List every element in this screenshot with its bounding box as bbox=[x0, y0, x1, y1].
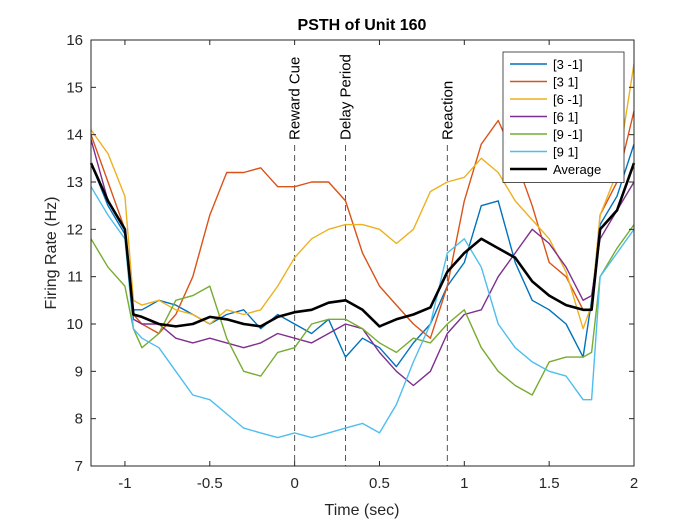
axes-box bbox=[90, 39, 635, 467]
event-label-2: Reaction bbox=[439, 81, 456, 140]
y-tick-label-7: 14 bbox=[66, 127, 83, 144]
series-line-2 bbox=[90, 63, 635, 330]
x-axis-label: Time (sec) bbox=[325, 502, 400, 519]
event-markers: Reward Cue Delay Period Reaction bbox=[287, 54, 456, 466]
legend-label-3: [6 1] bbox=[553, 110, 578, 125]
series-line-0 bbox=[90, 143, 635, 368]
legend-label-5: [9 1] bbox=[553, 145, 578, 160]
legend-label-6: Average bbox=[553, 162, 601, 177]
legend: [3 -1] [3 1] [6 -1] [6 1] [9 -1] [9 1] Average bbox=[502, 51, 625, 183]
x-axis-ticks: -1 -0.5 0 0.5 1 1.5 2 bbox=[118, 40, 638, 492]
axes bbox=[90, 39, 635, 467]
legend-label-4: [9 -1] bbox=[553, 127, 583, 142]
x-tick-label-2: 0 bbox=[290, 475, 298, 492]
y-tick-label-2: 9 bbox=[75, 363, 83, 380]
chart-title: PSTH of Unit 160 bbox=[298, 17, 427, 34]
legend-box bbox=[502, 51, 625, 183]
y-tick-label-8: 15 bbox=[66, 79, 83, 96]
y-tick-label-9: 16 bbox=[66, 32, 83, 49]
y-tick-label-3: 10 bbox=[66, 316, 83, 333]
series-lines bbox=[89, 63, 636, 439]
series-line-1 bbox=[90, 110, 635, 339]
y-tick-label-1: 8 bbox=[75, 411, 83, 428]
y-axis-label: Firing Rate (Hz) bbox=[43, 197, 60, 310]
y-tick-label-6: 13 bbox=[66, 174, 83, 191]
legend-label-1: [3 1] bbox=[553, 75, 578, 90]
series-line-5 bbox=[90, 186, 635, 439]
x-tick-label-6: 2 bbox=[630, 475, 638, 492]
x-tick-label-5: 1.5 bbox=[539, 475, 560, 492]
legend-label-0: [3 -1] bbox=[553, 57, 583, 72]
series-line-6 bbox=[89, 162, 636, 328]
y-tick-label-0: 7 bbox=[75, 458, 83, 475]
x-tick-label-3: 0.5 bbox=[369, 475, 390, 492]
y-axis-ticks: 7 8 9 10 11 12 13 14 15 16 bbox=[66, 32, 634, 475]
y-tick-label-5: 12 bbox=[66, 221, 83, 238]
legend-label-2: [6 -1] bbox=[553, 92, 583, 107]
series-line-4 bbox=[90, 224, 635, 396]
event-label-1: Delay Period bbox=[338, 54, 355, 140]
x-tick-label-1: -0.5 bbox=[197, 475, 223, 492]
x-tick-label-4: 1 bbox=[460, 475, 468, 492]
event-label-0: Reward Cue bbox=[287, 57, 304, 140]
x-tick-label-0: -1 bbox=[118, 475, 131, 492]
y-tick-label-4: 11 bbox=[67, 269, 83, 286]
